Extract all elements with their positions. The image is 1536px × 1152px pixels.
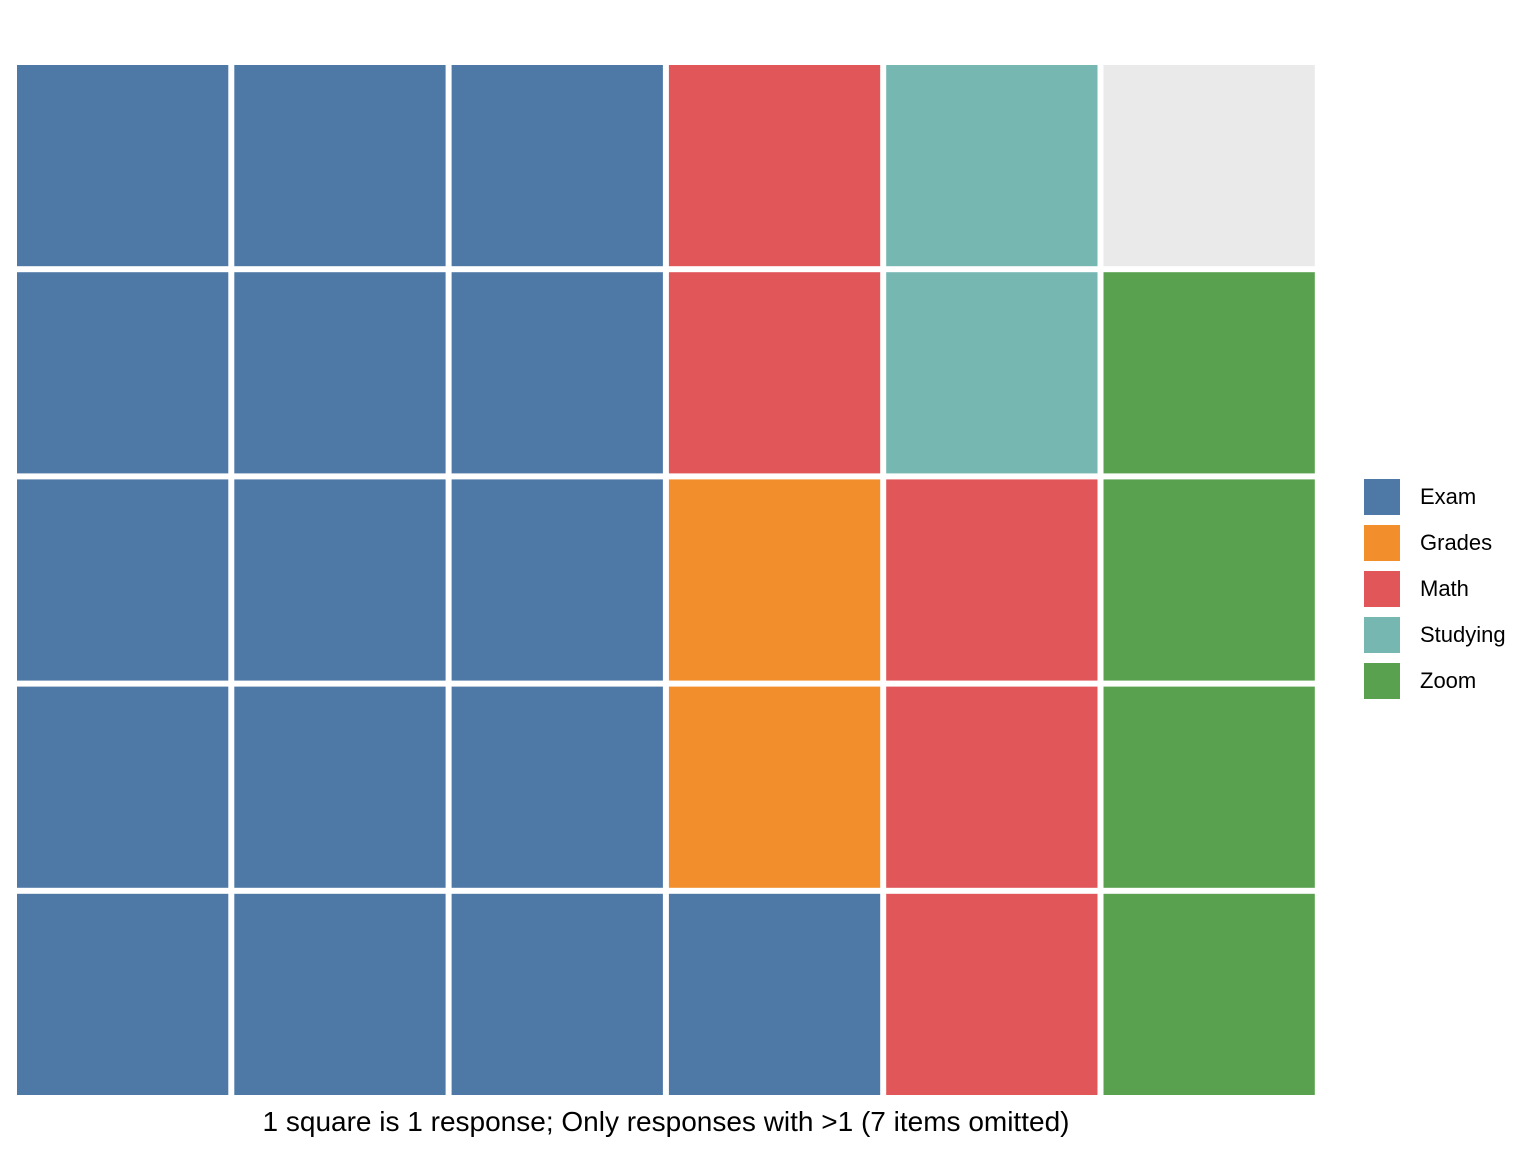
waffle-cell-exam bbox=[451, 893, 663, 1095]
waffle-cell-exam bbox=[17, 65, 229, 267]
waffle-cell-exam bbox=[17, 686, 229, 888]
legend-item-zoom: Zoom bbox=[1362, 658, 1506, 704]
legend-label: Studying bbox=[1420, 622, 1506, 647]
legend-label: Exam bbox=[1420, 484, 1477, 509]
legend-item-math: Math bbox=[1362, 566, 1506, 612]
legend: Exam Grades Math Studying Zoom bbox=[1362, 474, 1506, 704]
waffle-cell-math bbox=[668, 272, 881, 474]
legend-swatch bbox=[1362, 477, 1402, 517]
waffle-cell-exam bbox=[451, 686, 663, 888]
waffle-cell-math bbox=[668, 65, 881, 267]
waffle-cell-exam bbox=[451, 479, 663, 681]
waffle-cell-studying bbox=[886, 272, 1098, 474]
waffle-cell-exam bbox=[234, 479, 446, 681]
waffle-cell-exam bbox=[17, 272, 229, 474]
legend-swatch bbox=[1362, 523, 1402, 563]
waffle-cell-math bbox=[886, 893, 1098, 1095]
waffle-cell-grades bbox=[668, 686, 881, 888]
waffle-cell-zoom bbox=[1103, 272, 1315, 474]
waffle-cell-exam bbox=[234, 893, 446, 1095]
waffle-cell-math bbox=[886, 479, 1098, 681]
waffle-cell-exam bbox=[17, 893, 229, 1095]
waffle-cell-zoom bbox=[1103, 686, 1315, 888]
legend-swatch bbox=[1362, 615, 1402, 655]
legend-item-exam: Exam bbox=[1362, 474, 1506, 520]
legend-label: Math bbox=[1420, 576, 1469, 601]
waffle-cell-grades bbox=[668, 479, 881, 681]
legend-label: Grades bbox=[1420, 530, 1493, 555]
waffle-cell-exam bbox=[234, 686, 446, 888]
legend-label: Zoom bbox=[1420, 668, 1477, 693]
legend-swatch bbox=[1362, 569, 1402, 609]
waffle-cell-exam bbox=[234, 272, 446, 474]
waffle-cell-zoom bbox=[1103, 893, 1315, 1095]
chart-caption: 1 square is 1 response; Only responses w… bbox=[262, 1106, 1070, 1137]
empty-cell bbox=[1103, 65, 1315, 267]
legend-item-studying: Studying bbox=[1362, 612, 1506, 658]
legend-item-grades: Grades bbox=[1362, 520, 1506, 566]
waffle-cell-exam bbox=[668, 893, 881, 1095]
waffle-cell-exam bbox=[234, 65, 446, 267]
waffle-cell-exam bbox=[17, 479, 229, 681]
waffle-cell-math bbox=[886, 686, 1098, 888]
waffle-cell-exam bbox=[451, 65, 663, 267]
waffle-cell-exam bbox=[451, 272, 663, 474]
legend-swatch bbox=[1362, 661, 1402, 701]
waffle-cell-studying bbox=[886, 65, 1098, 267]
waffle-cell-zoom bbox=[1103, 479, 1315, 681]
